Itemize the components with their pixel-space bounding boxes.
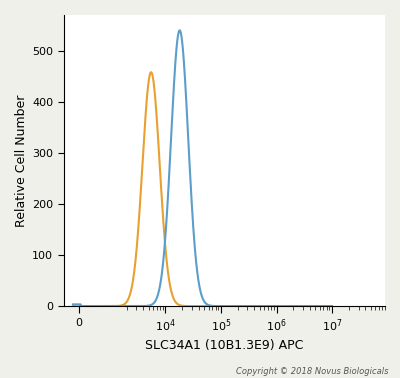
Y-axis label: Relative Cell Number: Relative Cell Number bbox=[15, 94, 28, 227]
X-axis label: SLC34A1 (10B1.3E9) APC: SLC34A1 (10B1.3E9) APC bbox=[145, 339, 304, 352]
Text: Copyright © 2018 Novus Biologicals: Copyright © 2018 Novus Biologicals bbox=[236, 367, 388, 376]
